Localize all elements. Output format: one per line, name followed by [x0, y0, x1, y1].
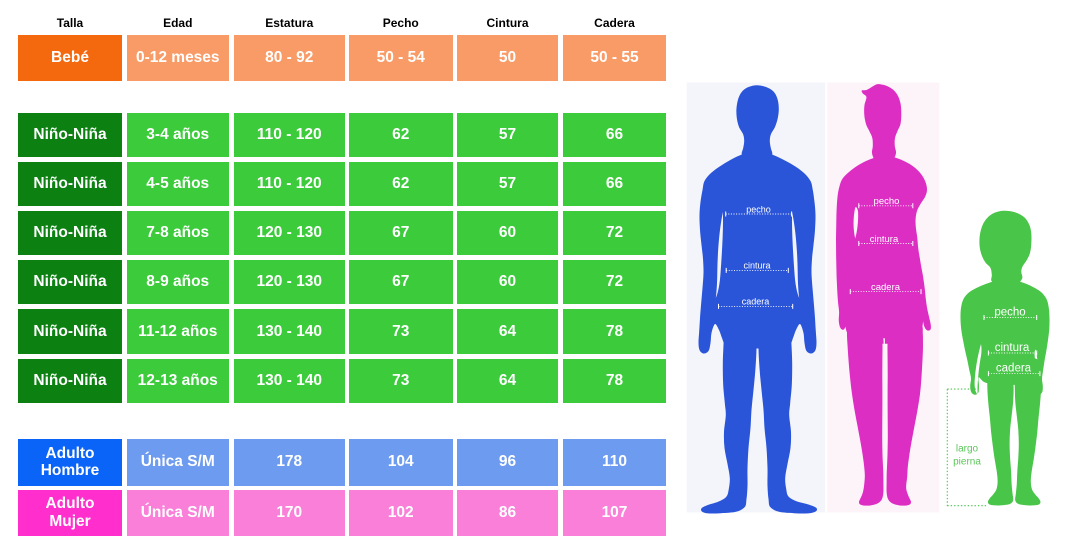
svg-text:cintura: cintura [743, 261, 770, 271]
svg-text:cadera: cadera [871, 282, 901, 293]
svg-text:pecho: pecho [994, 307, 1025, 319]
svg-text:largo: largo [956, 444, 979, 455]
svg-text:cadera: cadera [742, 297, 770, 307]
svg-text:cadera: cadera [996, 363, 1032, 375]
svg-text:cintura: cintura [995, 342, 1030, 354]
svg-text:pecho: pecho [746, 204, 771, 214]
svg-text:pecho: pecho [874, 196, 900, 207]
svg-text:pierna: pierna [953, 457, 981, 468]
svg-text:cintura: cintura [870, 234, 899, 245]
